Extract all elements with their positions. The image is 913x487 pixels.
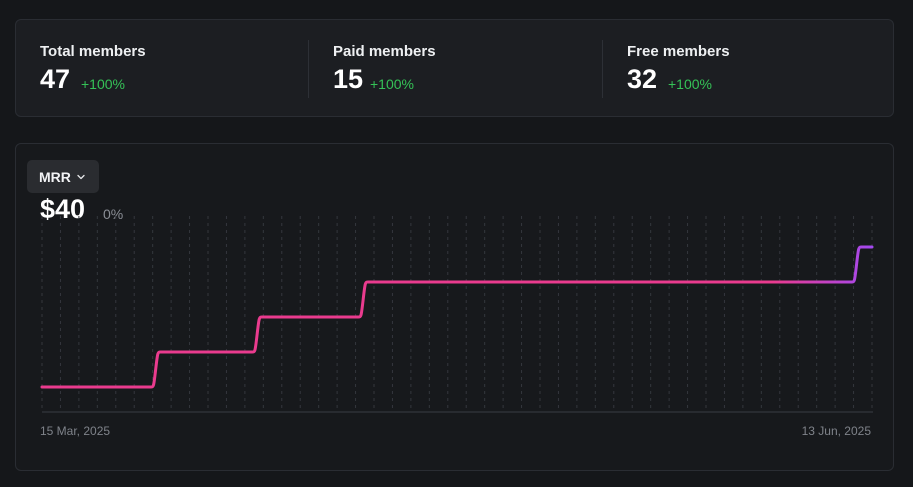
mrr-change: 0%: [103, 206, 124, 222]
metric-dropdown-label: MRR: [39, 168, 71, 185]
stat-label: Total members: [40, 43, 146, 60]
chevron-down-icon: [77, 174, 85, 179]
mrr-series-line: [40, 245, 874, 389]
mrr-line-chart: [40, 216, 874, 413]
mrr-value: $40: [40, 194, 86, 224]
stat-value: 47: [40, 64, 71, 94]
stat-label: Paid members: [333, 43, 436, 60]
divider: [602, 40, 603, 98]
stat-label: Free members: [627, 43, 730, 60]
stat-change: +100%: [668, 76, 712, 92]
stat-change: +100%: [81, 76, 125, 92]
stats-card: Total members 47 +100% Paid members 15 +…: [15, 19, 894, 117]
divider: [308, 40, 309, 98]
stat-value: 15: [333, 64, 364, 94]
x-axis-end-label: 13 Jun, 2025: [801, 424, 871, 438]
stat-value: 32: [627, 64, 658, 94]
x-axis-start-label: 15 Mar, 2025: [40, 424, 111, 438]
mrr-chart-card: MRR $40 0% 15 Mar, 2025 13 Jun, 2025: [15, 143, 894, 471]
metric-dropdown[interactable]: MRR: [27, 160, 99, 193]
stat-change: +100%: [370, 76, 414, 92]
